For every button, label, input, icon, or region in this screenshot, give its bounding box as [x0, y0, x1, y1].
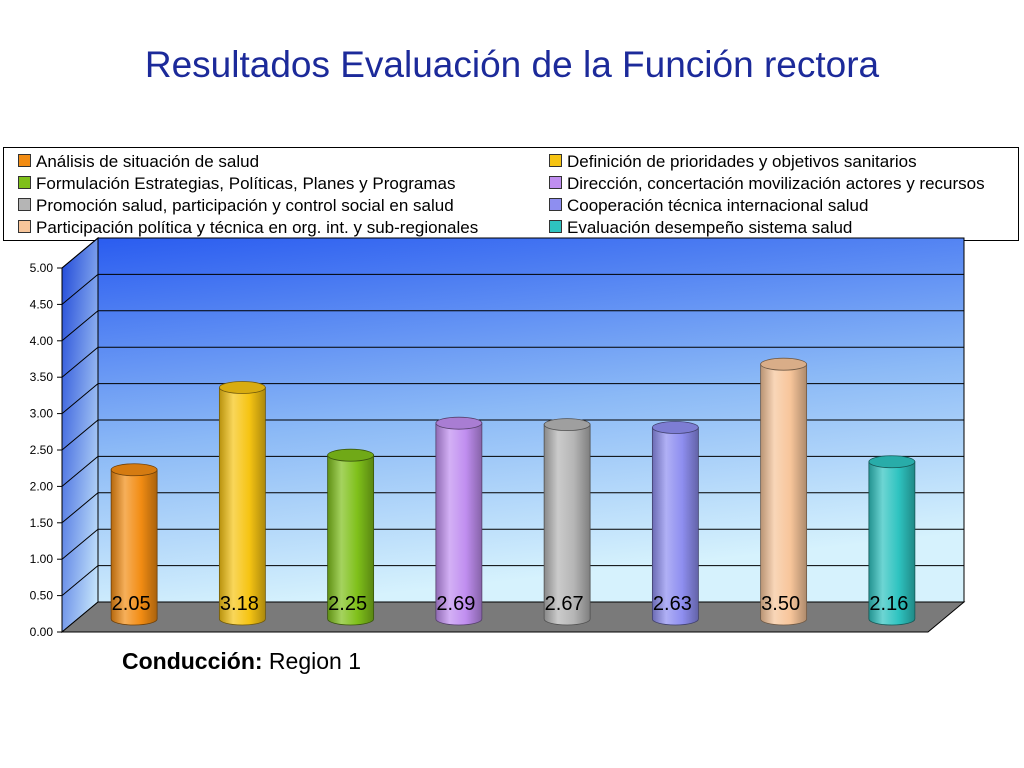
- legend-item: Análisis de situación de salud: [18, 152, 259, 172]
- gridline-side: [61, 456, 99, 487]
- legend-label: Formulación Estrategias, Políticas, Plan…: [36, 174, 456, 193]
- bar-body: [435, 422, 483, 626]
- legend-item: Promoción salud, participación y control…: [18, 196, 454, 216]
- bar-body: [651, 427, 699, 626]
- legend-swatch: [549, 198, 562, 212]
- bar-top: [868, 455, 916, 469]
- bar: [435, 416, 483, 626]
- y-tick-label: 1.50: [30, 516, 54, 530]
- bar: [110, 463, 158, 626]
- legend-swatch: [549, 154, 562, 168]
- legend-item: Definición de prioridades y objetivos sa…: [549, 152, 917, 172]
- bar-top: [651, 421, 699, 434]
- y-tick-label: 3.50: [30, 370, 54, 384]
- gridline-side: [61, 274, 99, 305]
- bar-body: [543, 424, 591, 626]
- bar-top: [110, 463, 158, 477]
- bar-body: [218, 387, 266, 626]
- y-tick-label: 0.00: [30, 625, 54, 639]
- bar-body: [327, 454, 375, 626]
- bar-top: [760, 357, 808, 371]
- y-tick-label: 4.50: [30, 297, 54, 311]
- bar-top: [435, 416, 483, 430]
- gridline-side: [61, 492, 99, 524]
- bar-body: [760, 363, 808, 626]
- bar-top: [327, 448, 375, 462]
- caption-value: Region 1: [262, 648, 362, 674]
- legend-item: Evaluación desempeño sistema salud: [549, 218, 852, 238]
- bar: [651, 421, 699, 626]
- gridline-side: [61, 383, 99, 414]
- legend-swatch: [18, 176, 31, 190]
- bar-value-label: 3.18: [220, 593, 259, 615]
- bar-value-label: 2.25: [328, 593, 367, 615]
- legend-label: Promoción salud, participación y control…: [36, 196, 454, 215]
- legend-label: Dirección, concertación movilización act…: [567, 174, 985, 193]
- bar: [327, 448, 375, 626]
- bar: [760, 357, 808, 626]
- y-tick-label: 3.00: [30, 407, 54, 421]
- bar-value-label: 2.05: [112, 593, 151, 615]
- y-tick-label: 5.00: [30, 261, 54, 275]
- gridline-side: [61, 237, 99, 269]
- legend-swatch: [18, 198, 31, 212]
- caption-label: Conducción:: [122, 648, 263, 674]
- y-tick-label: 2.00: [30, 479, 54, 493]
- bar-value-label: 2.67: [545, 593, 584, 615]
- y-tick-label: 1.00: [30, 552, 54, 566]
- chart-caption: Conducción: Region 1: [122, 648, 361, 675]
- legend-item: Formulación Estrategias, Políticas, Plan…: [18, 174, 456, 194]
- bar-body: [868, 461, 916, 626]
- bar-value-label: 3.50: [761, 593, 800, 615]
- bar-value-label: 2.69: [436, 593, 475, 615]
- gridline-side: [61, 419, 99, 451]
- legend-item: Participación política y técnica en org.…: [18, 218, 478, 238]
- legend-label: Análisis de situación de salud: [36, 152, 260, 171]
- legend-item: Dirección, concertación movilización act…: [549, 174, 985, 194]
- legend-swatch: [549, 176, 562, 190]
- bar-value-label: 2.16: [869, 593, 908, 615]
- bar: [543, 418, 591, 626]
- chart-legend: Análisis de situación de salud Definición…: [3, 147, 1019, 241]
- slide-title: Resultados Evaluación de la Función rect…: [144, 44, 880, 85]
- y-tick-label: 2.50: [30, 443, 54, 457]
- bar-body: [110, 469, 158, 626]
- legend-swatch: [18, 220, 31, 234]
- legend-label: Participación política y técnica en org.…: [36, 218, 479, 237]
- plot-floor: [60, 601, 966, 633]
- bar: [218, 381, 266, 626]
- legend-swatch: [549, 220, 562, 234]
- gridline-side: [61, 528, 99, 560]
- gridline-side: [61, 310, 99, 342]
- bar-top: [543, 418, 591, 432]
- gridline-side: [61, 565, 99, 596]
- legend-label: Cooperación técnica internacional salud: [567, 196, 869, 215]
- legend-swatch: [18, 154, 31, 168]
- bar-value-label: 2.63: [653, 593, 692, 615]
- y-tick-label: 4.00: [30, 334, 54, 348]
- legend-label: Definición de prioridades y objetivos sa…: [567, 152, 917, 171]
- y-tick-label: 0.50: [30, 589, 54, 603]
- legend-item: Cooperación técnica internacional salud: [549, 196, 868, 216]
- legend-label: Evaluación desempeño sistema salud: [567, 218, 853, 237]
- bar-top: [218, 381, 266, 394]
- bar: [868, 455, 916, 626]
- gridline-side: [61, 346, 99, 378]
